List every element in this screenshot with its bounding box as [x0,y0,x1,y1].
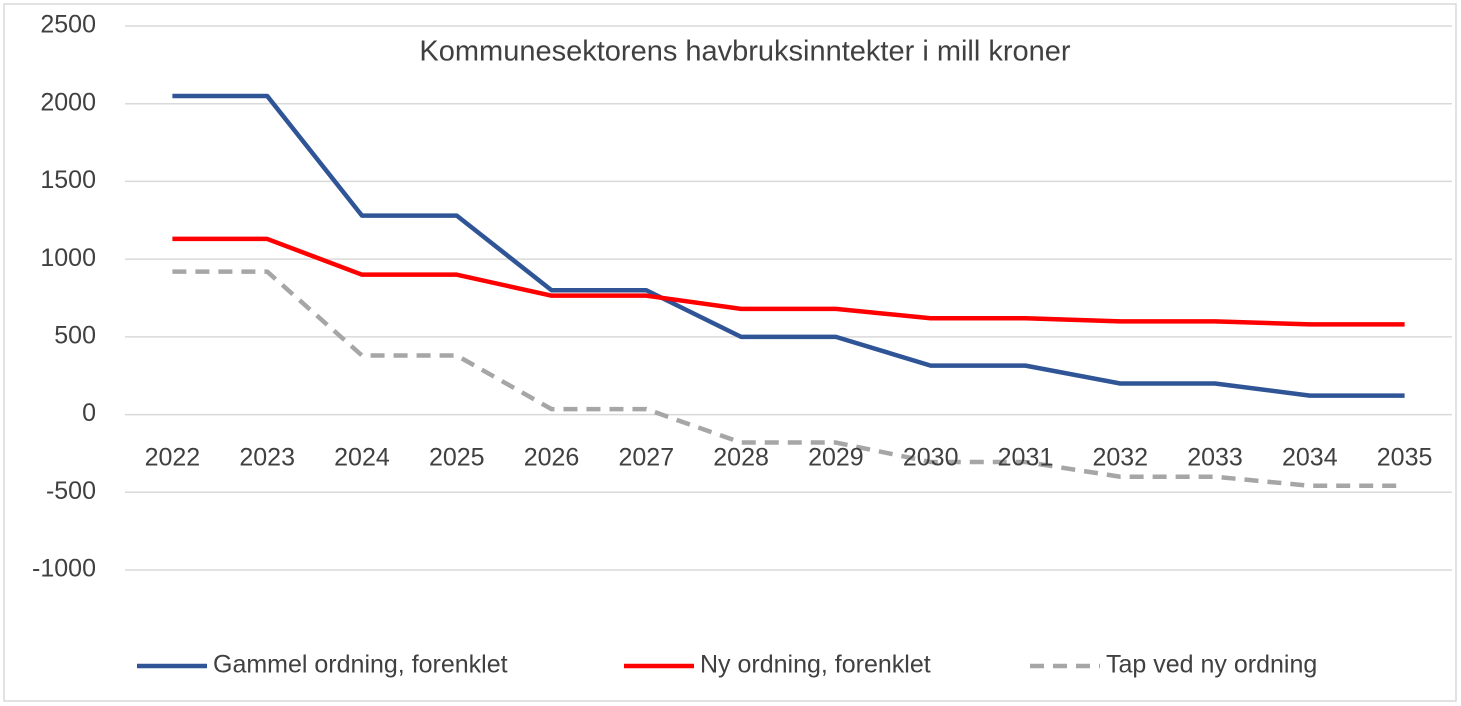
x-tick-label: 2026 [524,444,580,472]
y-tick-label: 1000 [40,244,96,272]
y-tick-label: -500 [46,477,96,505]
x-tick-label: 2030 [903,444,959,472]
y-tick-label: -1000 [32,555,96,583]
chart-title: Kommunesektorens havbruksinntekter i mil… [419,36,1070,68]
legend-label: Tap ved ny ordning [1106,651,1317,679]
y-tick-label: 0 [82,399,96,427]
y-tick-label: 1500 [40,166,96,194]
series-line [172,93,1405,398]
series-line [172,236,1405,327]
x-tick-label: 2022 [145,444,201,472]
x-tick-label: 2025 [429,444,485,472]
chart-frame [3,3,1457,702]
x-tick-label: 2033 [1187,444,1243,472]
x-tick-label: 2023 [239,444,295,472]
series-line [172,269,1405,489]
y-tick-label: 2500 [40,11,96,39]
x-tick-label: 2035 [1377,444,1433,472]
x-tick-label: 2029 [808,444,864,472]
x-tick-label: 2024 [334,444,390,472]
x-tick-label: 2031 [998,444,1054,472]
y-tick-label: 500 [54,321,96,349]
legend-label: Gammel ordning, forenklet [213,651,508,679]
x-tick-label: 2032 [1092,444,1148,472]
legend-label: Ny ordning, forenklet [700,651,931,679]
x-tick-label: 2028 [713,444,769,472]
x-tick-label: 2034 [1282,444,1338,472]
x-tick-label: 2027 [619,444,675,472]
y-tick-label: 2000 [40,88,96,116]
